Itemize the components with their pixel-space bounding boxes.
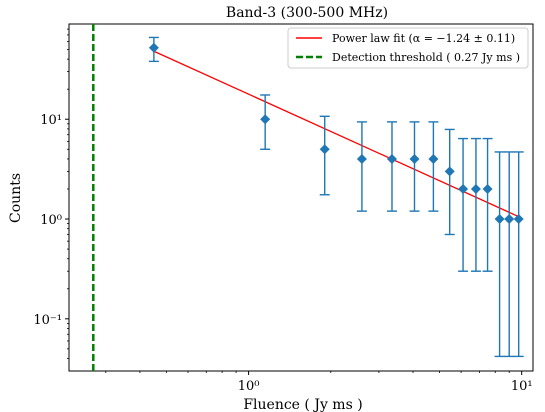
data-point-diamond [482,183,493,194]
y-tick-label: 10⁻¹ [33,313,62,328]
data-point-diamond [494,214,505,225]
plot-marks [92,24,524,371]
y-tick-label: 10⁰ [40,213,62,228]
y-tick-label: 10¹ [40,113,62,128]
data-point-diamond [356,153,367,164]
legend-label-threshold: Detection threshold ( 0.27 Jy ms ) [332,51,520,64]
y-axis-label: Counts [8,173,24,223]
data-point-diamond [409,153,420,164]
data-point-diamond [504,214,515,225]
x-axis-label: Fluence ( Jy ms ) [243,397,362,412]
legend-box [287,27,529,69]
axis-ticks: 10⁰ 10¹ 10⁻¹ 10⁰ 10¹ [33,28,533,394]
data-point-diamond [513,214,524,225]
legend: Power law fit (α = −1.24 ± 0.11) Detecti… [287,27,529,69]
data-point-diamond [470,183,481,194]
x-tick-label: 10¹ [511,379,533,394]
data-point-diamond [260,114,271,125]
x-tick-label: 10⁰ [238,379,260,394]
data-point-diamond [458,183,469,194]
data-point-diamond [148,42,159,53]
data-point-diamond [444,166,455,177]
data-point-diamond [319,144,330,155]
plot-area [68,23,534,372]
data-point-diamond [428,153,439,164]
chart-title: Band-3 (300-500 MHz) [226,5,388,21]
legend-label-fit: Power law fit (α = −1.24 ± 0.11) [332,32,515,45]
data-point-diamond [386,153,397,164]
